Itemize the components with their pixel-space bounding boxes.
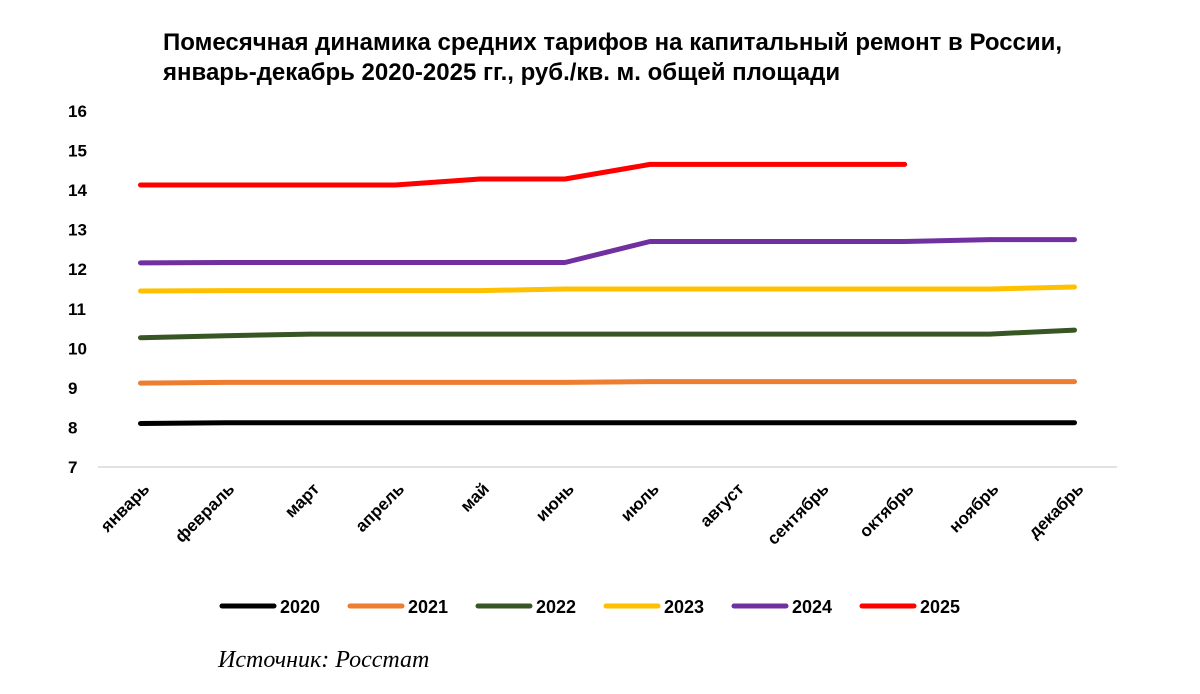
legend-label-2021: 2021 — [408, 597, 448, 617]
y-tick-label: 9 — [68, 379, 77, 398]
chart-title-line-2: январь-декабрь 2020-2025 гг., руб./кв. м… — [162, 59, 840, 86]
series-line-2023 — [138, 284, 1077, 294]
legend-label-2022: 2022 — [536, 597, 576, 617]
legend: 2020 2021 2022 2023 2024 2025 — [219, 597, 960, 617]
x-tick-label: май — [457, 479, 493, 515]
y-tick-label: 16 — [68, 102, 87, 121]
x-tick-label: август — [696, 479, 747, 530]
x-tick-label: декабрь — [1025, 479, 1088, 542]
legend-label-2023: 2023 — [664, 597, 704, 617]
series-lines — [138, 161, 1077, 426]
y-tick-label: 13 — [68, 221, 87, 240]
x-tick-label: октябрь — [856, 479, 918, 541]
legend-label-2025: 2025 — [920, 597, 960, 617]
x-tick-label: ноябрь — [945, 479, 1002, 536]
y-tick-label: 14 — [68, 181, 87, 200]
x-tick-label: июль — [617, 479, 663, 525]
series-line-2025 — [138, 161, 908, 188]
y-axis-ticks: 7 8 9 10 11 12 13 14 15 16 — [68, 102, 87, 477]
y-tick-label: 15 — [68, 142, 87, 161]
legend-label-2020: 2020 — [280, 597, 320, 617]
source-note: Источник: Росстат — [217, 647, 429, 673]
y-tick-label: 10 — [68, 339, 87, 358]
x-tick-label: апрель — [352, 479, 408, 535]
legend-label-2024: 2024 — [792, 597, 832, 617]
series-line-2020 — [138, 420, 1077, 426]
chart-title-line-1: Помесячная динамика средних тарифов на к… — [163, 29, 1062, 56]
y-tick-label: 11 — [68, 300, 86, 319]
y-tick-label: 12 — [68, 260, 87, 279]
x-tick-label: сентябрь — [763, 479, 832, 548]
series-line-2024 — [138, 237, 1077, 266]
y-tick-label: 8 — [68, 418, 77, 437]
series-line-2021 — [138, 379, 1077, 386]
x-tick-label: июнь — [532, 479, 578, 525]
x-axis-ticks: январь февраль март апрель май июнь июль август… — [96, 479, 1087, 548]
x-tick-label: январь — [96, 479, 153, 536]
series-line-2022 — [138, 327, 1077, 341]
x-tick-label: февраль — [171, 479, 238, 546]
y-tick-label: 7 — [68, 458, 77, 477]
x-tick-label: март — [281, 479, 323, 521]
